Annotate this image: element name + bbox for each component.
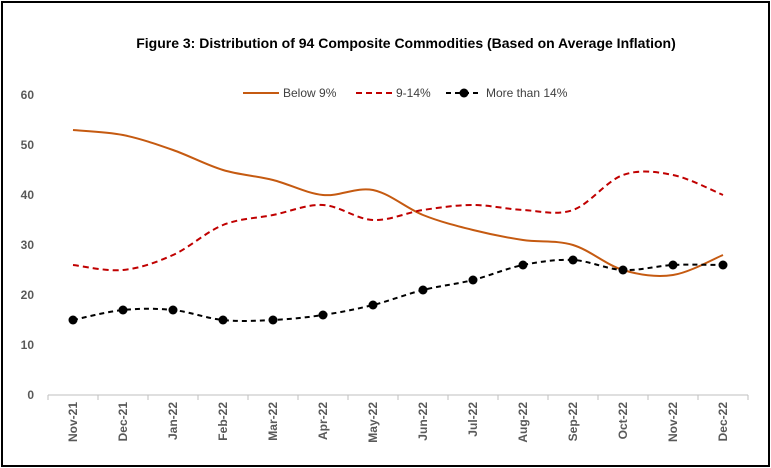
y-tick-label: 60 [21,88,35,102]
y-tick-label: 0 [27,388,34,402]
y-tick-label: 20 [21,288,35,302]
data-point [318,310,328,320]
data-point [468,275,478,285]
data-point [168,305,178,315]
x-tick-label: Nov-22 [666,402,680,442]
x-tick-label: Jun-22 [416,402,430,441]
x-tick-label: Dec-21 [116,402,130,442]
x-tick-label: Feb-22 [216,402,230,441]
data-point [268,315,278,325]
data-point [718,260,728,270]
data-point [368,300,378,310]
x-tick-label: Jul-22 [466,402,480,437]
y-tick-label: 50 [21,138,35,152]
series-group [68,129,728,325]
y-tick-label: 30 [21,238,35,252]
legend-label-1: 9-14% [396,86,431,100]
x-tick-label: Apr-22 [316,402,330,440]
x-axis: Nov-21 Dec-21 Jan-22 Feb-22 Mar-22 Apr-22 May-… [47,394,749,443]
x-tick-label: Dec-22 [716,402,730,442]
data-point [418,285,428,295]
data-point [618,265,628,275]
x-tick-label: Nov-21 [66,402,80,442]
x-tick-label: Oct-22 [616,402,630,440]
series-line-0 [72,129,724,277]
x-tick-label: Sep-22 [566,402,580,442]
data-point [668,260,678,270]
legend-label-0: Below 9% [283,86,337,100]
legend-marker [459,88,469,98]
x-tick-label: Mar-22 [266,402,280,441]
data-point [518,260,528,270]
y-axis: 0 10 20 30 40 50 60 [21,88,35,402]
series-line-1 [72,170,724,272]
chart-title: Figure 3: Distribution of 94 Composite C… [136,35,676,51]
data-point [118,305,128,315]
y-tick-label: 40 [21,188,35,202]
y-tick-label: 10 [21,338,35,352]
legend: Below 9% 9-14% More than 14% [243,86,568,100]
data-point [68,315,78,325]
legend-label-2: More than 14% [486,86,568,100]
x-tick-label: Jan-22 [166,402,180,440]
x-tick-label: Aug-22 [516,402,530,443]
data-point [218,315,228,325]
data-point [568,255,578,265]
x-tick-label: May-22 [366,402,380,443]
